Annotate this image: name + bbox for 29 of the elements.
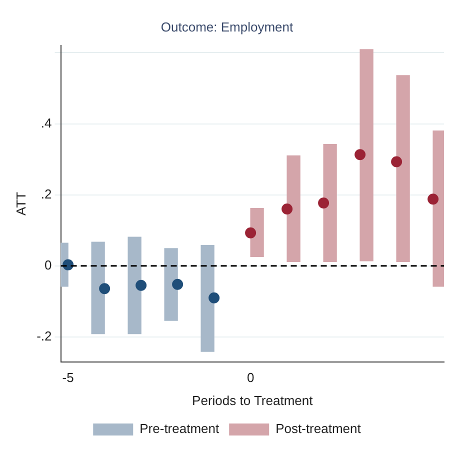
x-tick-label: -5 (62, 370, 74, 386)
x-axis-title: Periods to Treatment (192, 392, 314, 408)
point (245, 227, 256, 238)
y-axis-title: ATT (13, 192, 28, 216)
legend-label: Pre-treatment (140, 421, 220, 436)
point (318, 197, 330, 208)
bar (91, 242, 105, 334)
bar (164, 248, 178, 321)
y-tick-label: .2 (40, 186, 52, 202)
bar (286, 155, 300, 262)
point (99, 283, 110, 294)
point (391, 156, 402, 168)
bar (200, 244, 214, 352)
y-tick-label: .4 (40, 115, 52, 130)
legend-label: Post-treatment (276, 421, 362, 436)
point (282, 204, 293, 215)
y-tick-label: 0 (44, 257, 52, 272)
point (208, 292, 220, 304)
point (354, 149, 366, 160)
bar (360, 49, 374, 262)
bar (396, 75, 410, 262)
bar (128, 236, 142, 334)
bar (250, 208, 264, 257)
bar (323, 144, 337, 262)
point (136, 280, 147, 291)
y-tick-label: -.2 (36, 328, 52, 344)
point (428, 194, 439, 205)
point (172, 278, 184, 290)
chart-title: Outcome: Employment (160, 19, 294, 34)
